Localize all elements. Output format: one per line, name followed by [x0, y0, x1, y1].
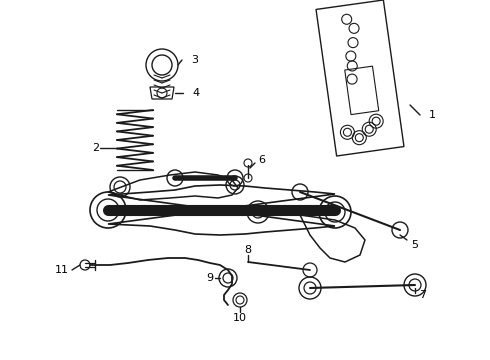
Text: 9: 9 — [206, 273, 214, 283]
Text: 5: 5 — [412, 240, 418, 250]
Text: 10: 10 — [233, 313, 247, 323]
Text: 11: 11 — [55, 265, 69, 275]
Text: 7: 7 — [419, 290, 427, 300]
Text: 6: 6 — [259, 155, 266, 165]
Bar — [316, 0, 404, 156]
Text: 8: 8 — [245, 245, 251, 255]
Text: 1: 1 — [428, 110, 436, 120]
Text: 3: 3 — [192, 55, 198, 65]
Text: 4: 4 — [193, 88, 199, 98]
Text: 2: 2 — [93, 143, 99, 153]
